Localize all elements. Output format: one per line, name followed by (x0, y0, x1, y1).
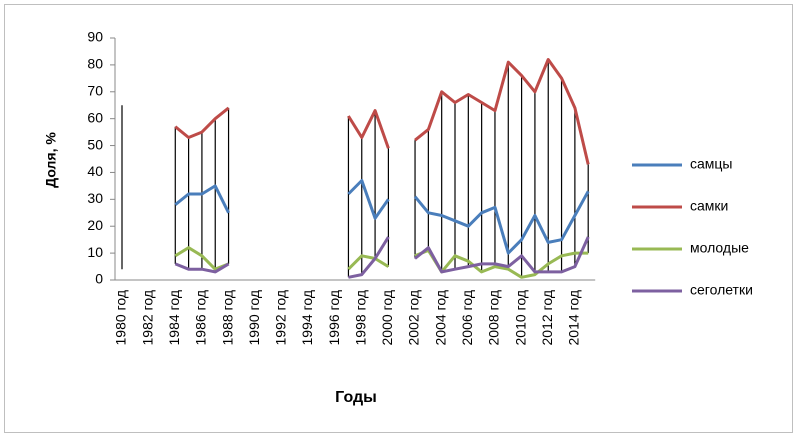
legend-label: молодые (690, 240, 749, 256)
chart-frame (4, 4, 793, 433)
x-tick-label: 2014 год (566, 290, 582, 345)
x-tick-label: 1986 год (193, 290, 209, 345)
x-tick-label: 1988 год (219, 290, 235, 345)
x-tick-label: 1980 год (113, 290, 129, 345)
y-tick-label: 40 (87, 163, 103, 179)
x-tick-label: 1998 год (352, 290, 368, 345)
y-tick-label: 50 (87, 136, 103, 152)
legend-label: самцы (690, 156, 733, 172)
y-tick-label: 80 (87, 56, 103, 72)
y-tick-label: 90 (87, 29, 103, 45)
x-tick-label: 2000 год (379, 290, 395, 345)
x-tick-label: 2008 год (486, 290, 502, 345)
x-tick-label: 1982 год (139, 290, 155, 345)
x-tick-label: 2010 год (512, 290, 528, 345)
x-tick-label: 1992 год (273, 290, 289, 345)
y-axis-title: Доля, % (43, 132, 59, 188)
y-tick-label: 0 (95, 271, 103, 287)
series-line (174, 58, 590, 165)
x-tick-label: 2012 год (539, 290, 555, 345)
x-tick-label: 2002 год (406, 290, 422, 345)
y-tick-label: 60 (87, 109, 103, 125)
series-line (174, 236, 590, 279)
y-tick-label: 30 (87, 190, 103, 206)
y-tick-label: 70 (87, 82, 103, 98)
series-line (174, 179, 590, 255)
legend-label: самки (690, 198, 728, 214)
x-tick-label: 1990 год (246, 290, 262, 345)
x-tick-label: 2006 год (459, 290, 475, 345)
x-axis-title: Годы (335, 389, 377, 406)
legend-label: сеголетки (690, 282, 753, 298)
x-tick-label: 1994 год (299, 290, 315, 345)
x-tick-label: 1996 год (326, 290, 342, 345)
x-tick-label: 2004 год (432, 290, 448, 345)
series-line (174, 246, 589, 279)
y-tick-label: 20 (87, 217, 103, 233)
x-tick-label: 1984 год (166, 290, 182, 345)
y-tick-label: 10 (87, 244, 103, 260)
